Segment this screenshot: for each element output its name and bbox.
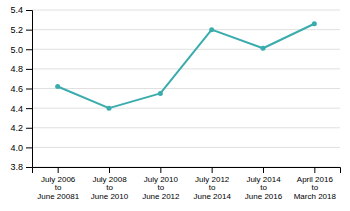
grid-line: [32, 88, 340, 89]
y-tick-label: 5.4: [10, 5, 23, 15]
y-axis-line: [26, 11, 33, 168]
point: [55, 84, 60, 89]
x-tick-label: April 2016toMarch 2018: [294, 175, 337, 202]
x-tick-label-line: March 2018: [294, 192, 337, 201]
y-tick-mark: [26, 10, 32, 11]
x-tick-label-line: to: [209, 183, 216, 192]
x-tick-label-line: June 2016: [245, 192, 283, 201]
point: [158, 91, 163, 96]
point: [107, 106, 112, 111]
x-tick-label-line: July 2010: [144, 175, 179, 184]
x-tick-label: July 2014toJune 2016: [245, 175, 283, 202]
y-tick-mark: [26, 89, 32, 90]
grid-line: [32, 147, 340, 148]
x-tick-label-line: to: [311, 183, 318, 192]
x-tick-mark: [160, 167, 161, 173]
y-tick-label: 4.6: [10, 84, 23, 94]
x-tick-label-line: June 2012: [142, 192, 180, 201]
grid-line: [32, 49, 340, 50]
x-tick-label-line: July 2006: [41, 175, 76, 184]
x-tick-label-line: to: [106, 183, 113, 192]
y-tick-mark: [26, 128, 32, 129]
x-tick: July 2010toJune 2012: [142, 167, 180, 201]
y-tick-label: 5.0: [10, 45, 23, 55]
grid-line: [32, 108, 340, 109]
chart: 3.84.04.24.44.64.85.05.25.4July 2006toJu…: [0, 0, 350, 211]
y-tick-label: 4.4: [10, 104, 23, 114]
line: [58, 24, 315, 108]
x-tick-mark: [58, 167, 59, 173]
x-tick-label-line: to: [55, 183, 62, 192]
grid: [32, 10, 340, 167]
x-axis-line: [33, 168, 341, 174]
x-tick-mark: [212, 167, 213, 173]
y-tick-mark: [26, 108, 32, 109]
y-tick: 4.6: [10, 84, 32, 94]
point: [261, 46, 266, 51]
x-tick-mark: [109, 167, 110, 173]
y-tick: 5.4: [10, 5, 32, 15]
y-tick: 5.2: [10, 25, 32, 35]
grid-line: [32, 10, 340, 11]
y-tick: 4.2: [10, 123, 32, 133]
y-tick-label: 5.2: [10, 25, 23, 35]
point: [209, 27, 214, 32]
y-tick: 5.0: [10, 45, 32, 55]
x-tick-label: July 2008toJune 2010: [91, 175, 129, 202]
x-tick: July 2006toJune 20081: [37, 167, 79, 201]
x-tick: July 2008toJune 2010: [91, 167, 129, 201]
x-tick-label-line: July 2008: [92, 175, 127, 184]
y-tick-mark: [26, 167, 32, 168]
x-axis: July 2006toJune 20081July 2008toJune 201…: [33, 167, 341, 201]
x-tick-label-line: July 2014: [246, 175, 281, 184]
x-tick: July 2014toJune 2016: [245, 167, 283, 201]
x-tick-label-line: June 2014: [193, 192, 231, 201]
y-tick-mark: [26, 49, 32, 50]
y-tick: 4.0: [10, 143, 32, 153]
x-tick-label: July 2012toJune 2014: [193, 175, 231, 202]
x-tick-label-line: July 2012: [195, 175, 230, 184]
x-tick-mark: [314, 167, 315, 173]
y-tick-label: 4.8: [10, 64, 23, 74]
x-tick-label: July 2006toJune 20081: [37, 175, 79, 202]
y-tick: 4.8: [10, 64, 32, 74]
y-axis: 3.8 4.0 4.2 4.4 4.6 4.8 5.0 5.2 5.4: [10, 5, 32, 172]
x-tick: July 2012toJune 2014: [193, 167, 231, 201]
x-tick-mark: [263, 167, 264, 173]
marks: [55, 21, 317, 110]
x-tick-label-line: June 2010: [91, 192, 129, 201]
x-tick-label-line: June 20081: [37, 192, 79, 201]
plot: 3.84.04.24.44.64.85.05.25.4July 2006toJu…: [10, 5, 340, 201]
grid-line: [32, 68, 340, 69]
x-tick-label-line: to: [260, 183, 267, 192]
x-tick: April 2016toMarch 2018: [294, 167, 337, 201]
grid-line: [32, 29, 340, 30]
x-tick-label: July 2010toJune 2012: [142, 175, 180, 202]
y-tick-label: 3.8: [10, 162, 23, 172]
y-tick: 3.8: [10, 162, 32, 172]
x-tick-label-line: April 2016: [297, 175, 334, 184]
point: [312, 21, 317, 26]
y-tick: 4.4: [10, 104, 32, 114]
y-tick-mark: [26, 69, 32, 70]
y-tick-label: 4.0: [10, 143, 23, 153]
x-tick-label-line: to: [157, 183, 164, 192]
grid-line: [32, 127, 340, 128]
y-tick-mark: [26, 30, 32, 31]
y-tick-mark: [26, 147, 32, 148]
y-tick-label: 4.2: [10, 123, 23, 133]
